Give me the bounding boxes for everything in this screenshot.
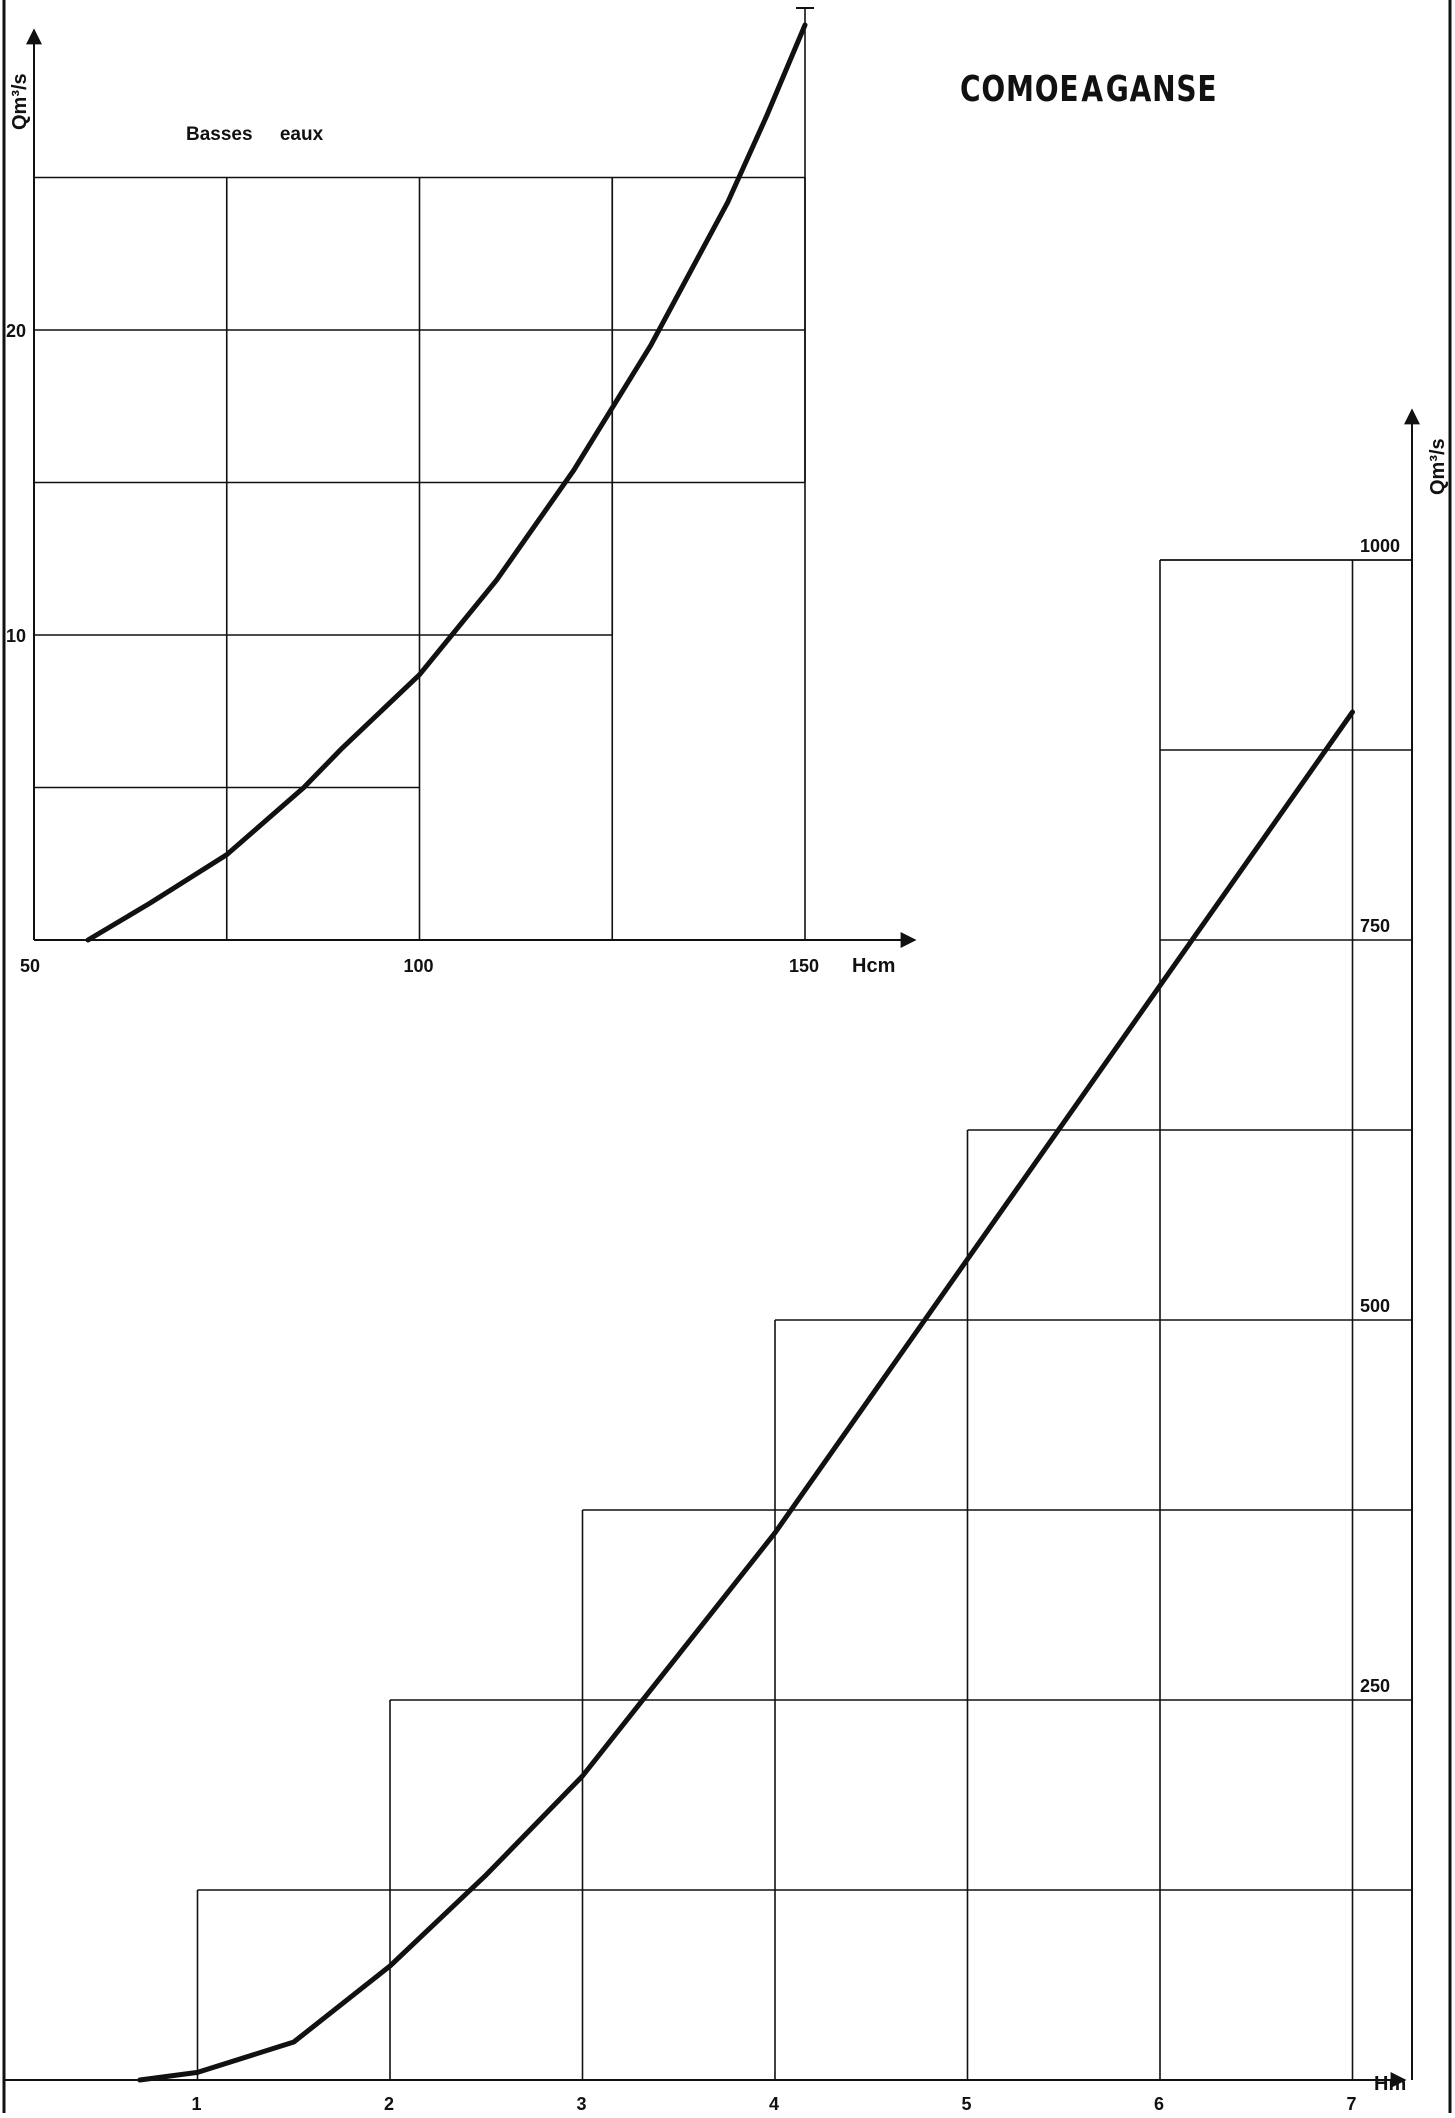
main-x-tick-label: 1 (192, 2094, 202, 2113)
main-x-tick-label: 4 (769, 2094, 779, 2113)
low-water-rating-curve (85, 22, 808, 943)
main-series (137, 709, 1355, 2083)
low-water-x-tick-label: 100 (404, 956, 434, 976)
main-x-tick-label: 3 (577, 2094, 587, 2113)
low-water-grid (34, 7, 814, 940)
main-y-tick-label: 250 (1360, 1676, 1390, 1696)
low-water-subtitle: Basses eaux (186, 124, 324, 145)
main-x-tick-label: 5 (962, 2094, 972, 2113)
low-water-series (85, 22, 808, 943)
main-rating-curve (137, 709, 1355, 2083)
low-water-x-tick-label: 50 (20, 956, 40, 976)
title-word-2: A (1081, 68, 1104, 110)
main-x-tick-label: 6 (1154, 2094, 1164, 2113)
main-y-tick-label: 750 (1360, 916, 1390, 936)
title-word-3: GANSE (1105, 68, 1218, 110)
main-y-tick-label: 500 (1360, 1296, 1390, 1316)
low-water-x-tick-label: 150 (789, 956, 819, 976)
main-grid (196, 559, 1412, 2080)
low-water-chart: 50 100 150 10 20 Hcm Qm³/s Basses eaux (6, 7, 917, 977)
low-water-y-tick-label: 10 (6, 626, 26, 646)
main-x-tick-label: 2 (384, 2094, 394, 2113)
main-x-axis-label: Hm (1374, 2073, 1406, 2095)
main-y-tick-label: 1000 (1360, 536, 1400, 556)
title-word-1: COMOE (960, 68, 1080, 110)
low-water-y-tick-label: 20 (6, 321, 26, 341)
main-y-ticks: 250 500 750 1000 (1360, 536, 1400, 1696)
main-x-ticks: 1 2 3 4 5 6 7 (192, 2094, 1357, 2114)
low-water-y-axis-label: Qm³/s (9, 73, 31, 130)
low-water-x-ticks: 50 100 150 (20, 956, 819, 976)
low-water-x-axis-label: Hcm (852, 955, 895, 977)
page-title: COMOE A GANSE (960, 64, 1217, 114)
main-y-axis-label: Qm³/s (1427, 438, 1449, 495)
main-x-tick-label: 7 (1347, 2094, 1357, 2113)
main-rating-chart: 1 2 3 4 5 6 7 250 500 750 1000 Hm Qm³/s (5, 408, 1449, 2114)
low-water-y-ticks: 10 20 (6, 321, 26, 646)
